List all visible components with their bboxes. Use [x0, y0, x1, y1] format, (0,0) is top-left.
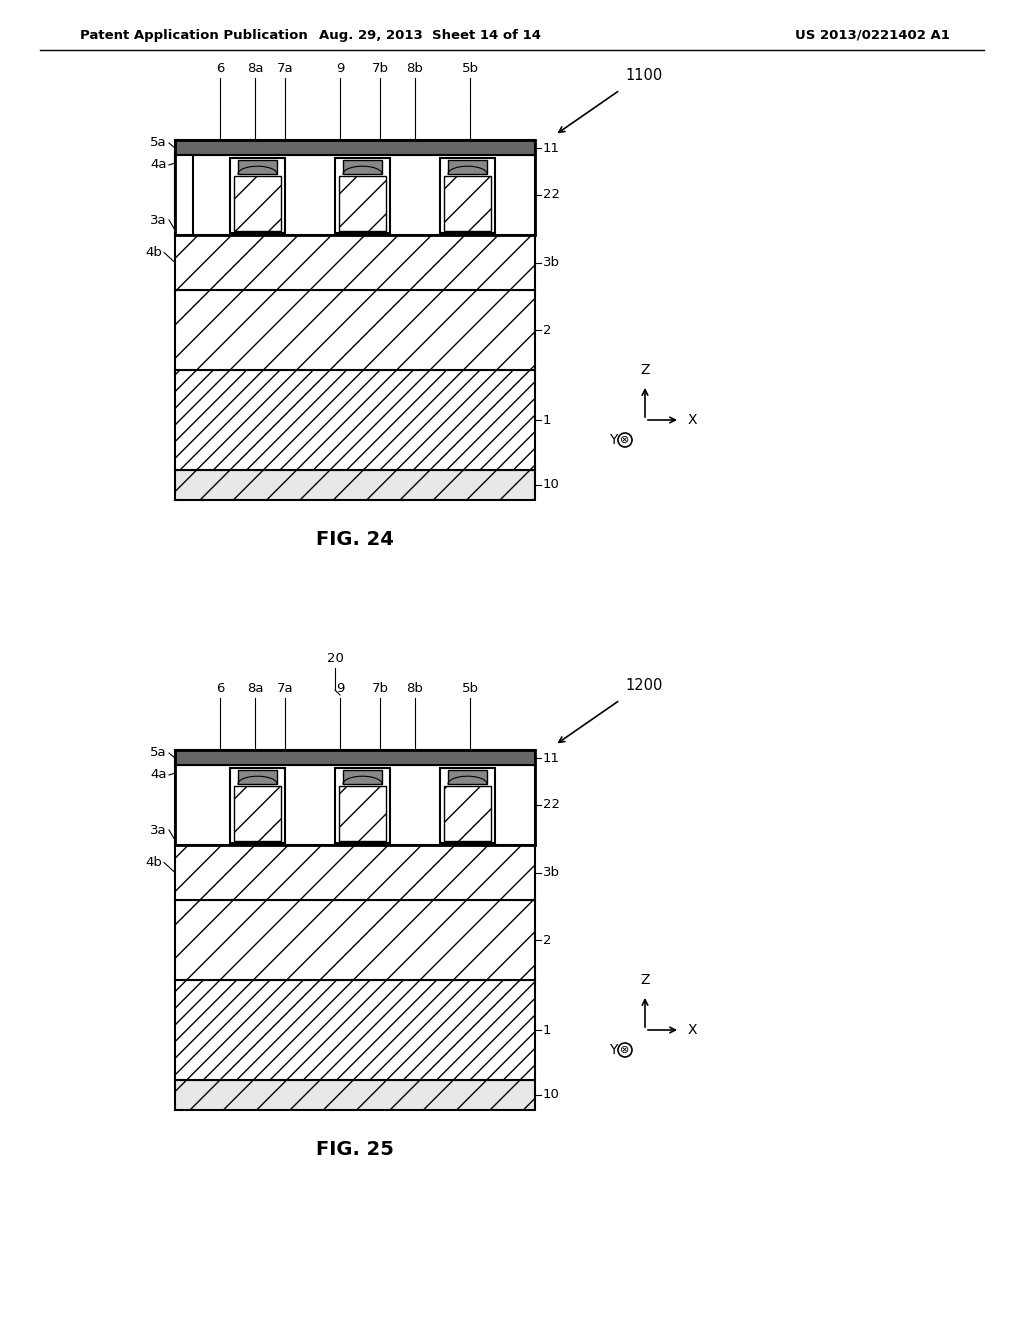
Text: Y: Y: [608, 433, 617, 447]
Text: US 2013/0221402 A1: US 2013/0221402 A1: [795, 29, 950, 41]
Text: 4b: 4b: [145, 246, 162, 259]
Bar: [335, 158, 390, 234]
Text: X: X: [688, 413, 697, 426]
Bar: [175, 979, 535, 1080]
Text: 9: 9: [336, 682, 344, 696]
Bar: [230, 158, 285, 234]
Bar: [444, 176, 490, 231]
Text: 11: 11: [543, 141, 560, 154]
Text: 7a: 7a: [276, 62, 293, 75]
Bar: [339, 785, 386, 841]
Circle shape: [618, 1043, 632, 1057]
Text: 4b: 4b: [145, 855, 162, 869]
Text: 7a: 7a: [276, 682, 293, 696]
Bar: [175, 845, 535, 900]
Bar: [175, 370, 535, 470]
Bar: [230, 768, 285, 843]
Bar: [175, 154, 193, 235]
Text: 8b: 8b: [407, 62, 424, 75]
Text: Aug. 29, 2013  Sheet 14 of 14: Aug. 29, 2013 Sheet 14 of 14: [319, 29, 541, 41]
Text: 1: 1: [543, 1023, 552, 1036]
Text: 11: 11: [543, 751, 560, 764]
Text: 8a: 8a: [247, 682, 263, 696]
Text: X: X: [688, 1023, 697, 1038]
Text: FIG. 25: FIG. 25: [316, 1140, 394, 1159]
Bar: [175, 766, 535, 845]
Text: FIG. 24: FIG. 24: [316, 531, 394, 549]
Bar: [175, 154, 535, 235]
Text: 5a: 5a: [151, 136, 167, 149]
Bar: [175, 750, 535, 766]
Text: 20: 20: [327, 652, 343, 665]
Text: 8b: 8b: [407, 682, 424, 696]
Text: ⊗: ⊗: [621, 436, 630, 445]
Text: ⊗: ⊗: [621, 1045, 630, 1055]
Bar: [234, 176, 281, 231]
Text: 6: 6: [216, 62, 224, 75]
Text: 10: 10: [543, 479, 560, 491]
Text: 22: 22: [543, 799, 560, 812]
Bar: [175, 1080, 535, 1110]
Text: 9: 9: [336, 62, 344, 75]
Bar: [449, 770, 487, 784]
Text: 3a: 3a: [151, 824, 167, 837]
Text: 8a: 8a: [247, 62, 263, 75]
Text: 7b: 7b: [372, 62, 388, 75]
Text: 1: 1: [543, 413, 552, 426]
Text: 2: 2: [543, 323, 552, 337]
Bar: [339, 176, 386, 231]
Text: 1200: 1200: [625, 677, 663, 693]
Bar: [175, 235, 535, 290]
Text: 5b: 5b: [462, 682, 478, 696]
Text: Z: Z: [640, 973, 650, 987]
Bar: [238, 770, 278, 784]
Text: 5a: 5a: [151, 747, 167, 759]
Bar: [440, 158, 495, 234]
Bar: [175, 750, 535, 845]
Text: 2: 2: [543, 933, 552, 946]
Bar: [449, 160, 487, 174]
Text: 10: 10: [543, 1089, 560, 1101]
Text: 3a: 3a: [151, 214, 167, 227]
Text: Z: Z: [640, 363, 650, 378]
Text: 7b: 7b: [372, 682, 388, 696]
Text: 4a: 4a: [151, 158, 167, 172]
Text: 3b: 3b: [543, 256, 560, 269]
Bar: [175, 140, 535, 235]
Bar: [175, 290, 535, 370]
Text: 22: 22: [543, 189, 560, 202]
Text: 6: 6: [216, 682, 224, 696]
Text: 1100: 1100: [625, 67, 663, 82]
Bar: [238, 160, 278, 174]
Text: 4a: 4a: [151, 768, 167, 781]
Text: Y: Y: [608, 1043, 617, 1057]
Bar: [335, 768, 390, 843]
Circle shape: [618, 433, 632, 447]
Text: 3b: 3b: [543, 866, 560, 879]
Bar: [444, 785, 490, 841]
Text: 5b: 5b: [462, 62, 478, 75]
Bar: [343, 770, 382, 784]
Bar: [234, 785, 281, 841]
Bar: [175, 470, 535, 500]
Bar: [343, 160, 382, 174]
Bar: [175, 900, 535, 979]
Bar: [175, 140, 535, 154]
Bar: [440, 768, 495, 843]
Text: Patent Application Publication: Patent Application Publication: [80, 29, 308, 41]
